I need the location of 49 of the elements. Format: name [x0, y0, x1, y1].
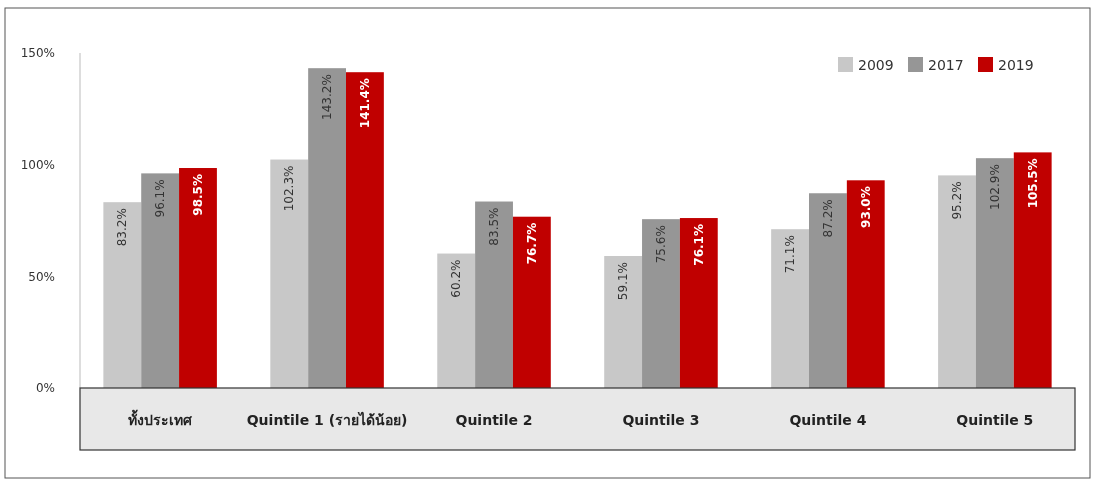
x-tick-label: Quintile 3	[622, 411, 700, 428]
y-tick-label: 100%	[20, 157, 55, 172]
text: 141.4%	[357, 78, 372, 129]
bar	[308, 68, 346, 388]
bar	[141, 173, 180, 388]
bar	[771, 229, 809, 388]
text: 143.2%	[320, 74, 335, 120]
text: 96.1%	[153, 179, 168, 218]
text: 76.7%	[524, 222, 539, 265]
y-tick-label: 50%	[28, 269, 55, 284]
text: 71.1%	[783, 235, 798, 274]
x-tick-label: Quintile 5	[956, 411, 1034, 428]
bar	[475, 201, 513, 388]
bar	[179, 168, 217, 388]
legend-label: 2017	[928, 56, 964, 73]
legend-label: 2009	[858, 56, 894, 73]
y-tick-label: 150%	[20, 46, 55, 61]
bar	[103, 202, 142, 388]
bar	[270, 159, 309, 388]
x-tick-label: Quintile 2	[455, 411, 533, 428]
legend-label: 2019	[998, 56, 1034, 73]
text: 102.9%	[987, 164, 1002, 210]
bar	[1013, 152, 1052, 388]
bar	[604, 256, 643, 388]
bar	[975, 158, 1014, 388]
x-tick-label: ทั้งประเทศ	[128, 408, 194, 428]
x-tick-label: Quintile 1 (รายได้น้อย)	[246, 410, 408, 428]
bar	[809, 193, 847, 388]
bar	[346, 72, 384, 388]
bar	[679, 218, 718, 388]
x-tick-label: Quintile 4	[789, 411, 867, 428]
bar	[642, 219, 680, 388]
text: 76.1%	[691, 224, 706, 266]
text: 98.5%	[190, 174, 205, 216]
text: 59.1%	[616, 262, 631, 301]
y-tick-label: 0%	[35, 381, 55, 396]
text: 75.6%	[653, 225, 668, 264]
text: 105.5%	[1025, 158, 1040, 209]
text: 102.3%	[282, 165, 297, 212]
bar	[938, 175, 976, 388]
text: 87.2%	[820, 199, 835, 238]
text: 95.2%	[950, 181, 965, 220]
bar	[437, 253, 476, 388]
text: 83.2%	[115, 208, 130, 247]
text: 93.0%	[858, 186, 873, 228]
bar	[512, 216, 551, 388]
bar	[846, 180, 885, 388]
text: 83.5%	[487, 207, 502, 246]
text: 60.2%	[449, 259, 464, 298]
